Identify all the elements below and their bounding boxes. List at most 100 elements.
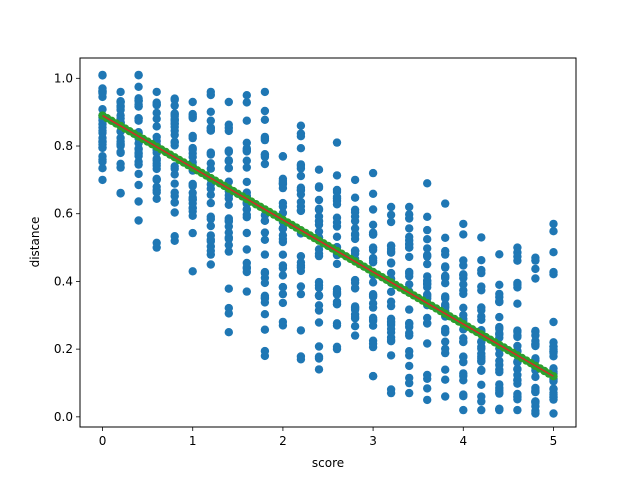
x-tick-label: 3 — [369, 434, 377, 448]
scatter-point — [477, 265, 486, 275]
scatter-point — [224, 234, 233, 244]
scatter-point — [332, 232, 342, 241]
scatter-point — [296, 121, 306, 130]
scatter-point — [188, 211, 197, 220]
scatter-point — [495, 250, 504, 259]
scatter-point — [278, 317, 288, 327]
scatter-point — [368, 205, 378, 214]
scatter-point — [260, 310, 270, 319]
scatter-point — [350, 229, 360, 238]
scatter-point — [224, 216, 233, 225]
scatter-point — [459, 219, 468, 229]
scatter-point — [459, 280, 468, 289]
scatter-point — [296, 282, 306, 291]
scatter-point — [206, 90, 215, 100]
scatter-point — [152, 122, 161, 131]
scatter-point — [260, 269, 270, 278]
scatter-point — [224, 157, 233, 166]
scatter-point — [116, 111, 125, 120]
scatter-point — [278, 271, 288, 280]
scatter-point — [477, 352, 486, 361]
scatter-point — [260, 235, 270, 244]
scatter-point — [423, 370, 432, 380]
plot-frame — [79, 57, 577, 428]
scatter-point — [459, 256, 468, 265]
scatter-point — [423, 244, 432, 253]
scatter-point — [441, 250, 450, 259]
scatter-point — [386, 247, 396, 256]
scatter-point — [206, 190, 215, 199]
scatter-point — [206, 231, 215, 240]
scatter-point — [134, 197, 143, 206]
scatter-point — [242, 228, 251, 238]
scatter-point — [423, 339, 432, 348]
y-ticks: 0.0 0.2 0.4 0.6 0.8 1.0 — [54, 71, 80, 424]
scatter-point — [206, 184, 215, 193]
scatter-point — [531, 387, 540, 397]
scatter-point — [206, 124, 215, 133]
scatter-point — [188, 228, 197, 238]
scatter-point — [423, 235, 432, 244]
scatter-point — [495, 380, 504, 389]
scatter-point — [278, 176, 288, 186]
scatter-point — [495, 324, 504, 334]
scatter-point — [242, 177, 251, 187]
scatter-point — [152, 238, 161, 247]
scatter-point — [405, 318, 414, 328]
scatter-point — [206, 198, 215, 208]
scatter-point — [495, 280, 504, 289]
scatter-point — [459, 303, 468, 312]
scatter-point — [459, 310, 468, 320]
scatter-point — [350, 216, 360, 226]
scatter-point — [314, 354, 324, 363]
scatter-point — [477, 256, 486, 265]
scatter-point — [549, 248, 558, 257]
scatter-point — [368, 292, 378, 301]
scatter-point — [549, 390, 558, 399]
scatter-point — [441, 262, 450, 271]
scatter-point — [405, 202, 414, 212]
scatter-point — [495, 297, 504, 307]
scatter-point — [260, 216, 270, 225]
scatter-point — [170, 170, 179, 179]
scatter-point — [296, 183, 306, 192]
scatter-point — [350, 312, 360, 322]
scatter-point — [206, 260, 215, 269]
scatter-point — [368, 243, 378, 252]
scatter-point — [495, 367, 504, 377]
scatter-point — [170, 198, 179, 207]
scatter-point — [405, 224, 414, 233]
scatter-point — [152, 87, 161, 97]
scatter-point — [405, 373, 414, 383]
scatter-point — [206, 214, 215, 224]
scatter-point — [368, 303, 378, 312]
scatter-point — [368, 339, 378, 348]
scatter-point — [386, 351, 396, 360]
scatter-point — [332, 171, 342, 180]
scatter-point — [116, 139, 125, 148]
scatter-point — [314, 365, 324, 374]
x-tick-label: 5 — [550, 434, 558, 448]
scatter-point — [368, 168, 378, 178]
scatter-point — [224, 309, 233, 318]
scatter-point — [459, 230, 468, 239]
scatter-point — [260, 250, 270, 259]
scatter-point — [441, 199, 450, 208]
scatter-point — [459, 270, 468, 280]
x-tick-label: 1 — [189, 434, 197, 448]
scatter-point — [495, 389, 504, 398]
scatter-point — [332, 285, 342, 294]
scatter-point — [296, 252, 306, 261]
scatter-point — [278, 261, 288, 270]
y-tick-label: 0.6 — [54, 207, 73, 221]
scatter-point — [224, 240, 233, 250]
scatter-point — [332, 218, 342, 227]
x-tick-label: 4 — [459, 434, 467, 448]
scatter-point — [386, 317, 396, 326]
scatter-point — [260, 115, 270, 125]
x-tick-label: 2 — [279, 434, 287, 448]
scatter-point — [152, 98, 161, 107]
scatter-point — [513, 370, 522, 380]
scatter-point — [477, 405, 486, 415]
scatter-point — [260, 106, 270, 116]
